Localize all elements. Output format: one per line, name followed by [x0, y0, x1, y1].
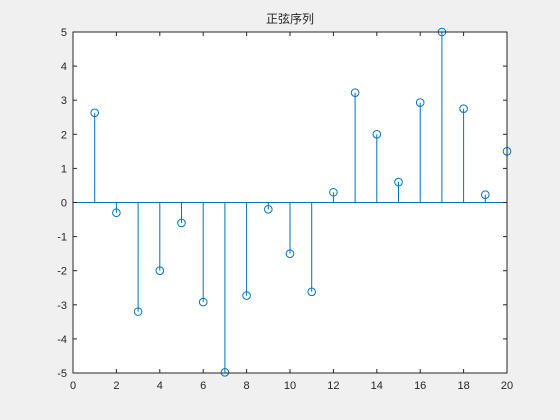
stem-marker	[394, 177, 403, 187]
stem-marker	[481, 190, 490, 199]
y-tick-label: 5	[61, 27, 67, 39]
y-tick-label: 0	[61, 198, 67, 210]
chart-title: 正弦序列	[266, 11, 314, 26]
stem-marker	[112, 208, 121, 218]
x-tick-label: 4	[157, 380, 163, 392]
stem-series	[73, 27, 512, 377]
y-tick-label: -2	[57, 266, 67, 278]
stem-marker	[133, 307, 143, 316]
stem-marker	[177, 218, 186, 228]
y-tick-label: 3	[61, 95, 67, 107]
stem-marker	[372, 130, 382, 139]
y-tick-label: -3	[57, 300, 67, 312]
x-tick-label: 10	[284, 380, 296, 392]
stem-marker	[459, 104, 468, 114]
x-tick-label: 0	[70, 380, 76, 392]
stem-marker	[329, 187, 338, 197]
stem-marker	[90, 108, 99, 118]
x-tick-label: 2	[113, 380, 119, 392]
stem-marker	[198, 297, 208, 307]
stem-marker	[264, 205, 273, 214]
stem-marker	[220, 368, 230, 377]
y-tick-label: -4	[57, 334, 67, 346]
axes-box	[72, 31, 508, 374]
y-tick-label: -5	[57, 368, 67, 380]
x-tick-label: 14	[371, 380, 383, 392]
stem-marker	[285, 249, 295, 258]
stem-marker	[415, 98, 425, 107]
stem-marker	[155, 266, 165, 276]
stem-marker	[242, 291, 251, 300]
stem-marker	[350, 88, 360, 97]
stem-marker	[307, 287, 317, 297]
y-tick-label: 2	[61, 129, 67, 141]
y-axis-ticks: 5 4 3 2 1 0 -1 -2 -3 -4 -5	[57, 27, 507, 380]
x-tick-label: 6	[200, 380, 206, 392]
x-tick-label: 20	[501, 380, 513, 392]
x-tick-label: 8	[244, 380, 250, 392]
y-tick-label: -1	[57, 232, 67, 244]
y-tick-label: 1	[61, 163, 67, 175]
x-tick-label: 12	[327, 380, 339, 392]
x-tick-label: 18	[457, 380, 469, 392]
x-axis-ticks: 0 2 4 6 8 10 12 14 16 18 20	[70, 32, 513, 392]
y-tick-label: 4	[61, 61, 67, 73]
x-tick-label: 16	[414, 380, 426, 392]
